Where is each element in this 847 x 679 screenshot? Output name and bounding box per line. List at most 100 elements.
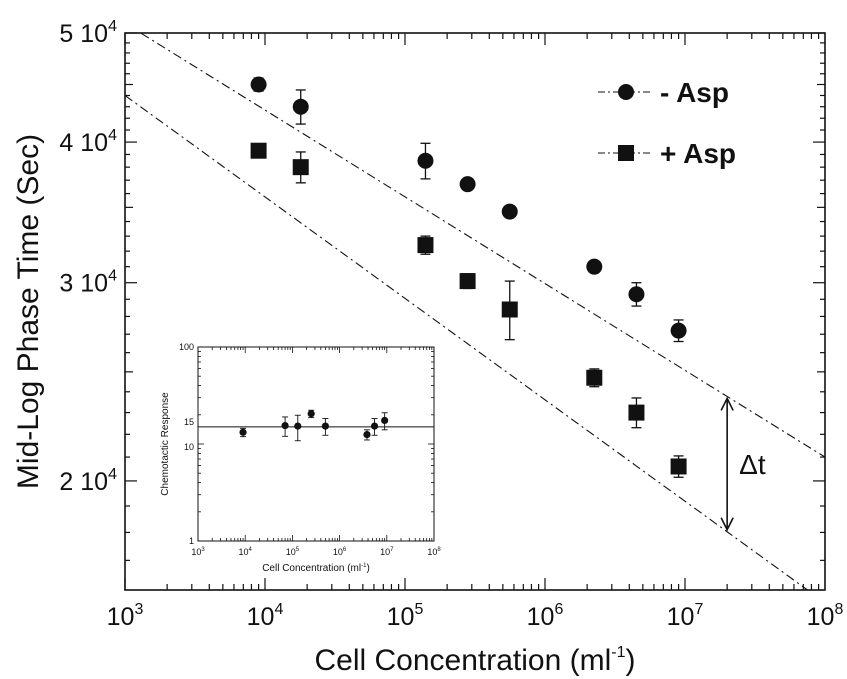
x-tick-label: 108 — [807, 601, 844, 631]
inset-x-tick-exp: 6 — [343, 547, 347, 553]
x-tick-label: 104 — [247, 601, 284, 631]
y-tick-label-exp: 4 — [108, 127, 117, 144]
y-tick-label-exp: 4 — [108, 268, 117, 285]
x-tick-label-base: 10 — [667, 603, 695, 631]
x-tick-label: 106 — [527, 601, 564, 631]
data-point-minus-asp — [292, 98, 309, 115]
x-axis-title-tail: ) — [626, 644, 636, 677]
inset-data-point — [370, 422, 379, 430]
legend-marker-square — [618, 145, 634, 161]
data-point-minus-asp — [459, 176, 476, 193]
inset-x-tick-label: 107 — [380, 547, 394, 557]
inset-data-point — [381, 416, 389, 425]
inset-x-axis-title-tail: ) — [366, 563, 369, 574]
x-tick-label-exp: 8 — [834, 601, 843, 618]
x-tick-label-base: 10 — [807, 603, 835, 631]
inset-x-tick-label: 108 — [427, 547, 441, 557]
inset-x-tick-exp: 4 — [249, 547, 253, 553]
data-point-plus-asp — [501, 301, 518, 318]
data-point-minus-asp — [586, 258, 603, 275]
y-tick-label-exp: 4 — [108, 466, 117, 483]
inset-data-point — [281, 421, 289, 430]
x-tick-label-exp: 6 — [554, 601, 563, 618]
inset-data-point — [321, 422, 329, 430]
y-tick-label: 5 104 — [59, 18, 117, 48]
inset-data-point — [307, 410, 315, 418]
x-tick-label-base: 10 — [387, 603, 415, 631]
inset-x-tick-exp: 7 — [390, 547, 394, 553]
inset-x-tick-base: 10 — [239, 547, 249, 557]
plot-frame — [124, 32, 826, 591]
y-tick-label: 3 104 — [59, 268, 117, 298]
x-tick-label-base: 10 — [107, 603, 135, 631]
x-tick-label: 105 — [387, 601, 424, 631]
legend-marker-circle — [618, 84, 634, 100]
data-point-plus-asp — [459, 273, 476, 290]
delta-arrow-head-bottom — [720, 517, 734, 532]
inset-x-tick-exp: 3 — [201, 547, 205, 553]
fit-line-plus-asp — [125, 95, 808, 590]
y-tick-label-base: 3 10 — [59, 270, 108, 298]
inset-x-tick-label: 103 — [191, 547, 205, 557]
inset-x-tick-base: 10 — [286, 547, 296, 557]
data-point-plus-asp — [417, 237, 434, 254]
y-tick-label-base: 4 10 — [59, 129, 108, 157]
legend-label: - Asp — [660, 77, 729, 108]
inset-x-tick-label: 104 — [239, 547, 253, 557]
inset-x-tick-base: 10 — [380, 547, 390, 557]
x-tick-label-base: 10 — [527, 603, 555, 631]
data-point-plus-asp — [670, 458, 687, 475]
inset-x-axis-title-sup: -1 — [361, 563, 367, 569]
inset-x-tick-base: 10 — [191, 547, 201, 557]
inset-y-tick-label: 100 — [179, 342, 194, 352]
inset-x-axis-title: Cell Concentration (ml-1) — [262, 563, 370, 574]
x-tick-label-exp: 5 — [414, 601, 423, 618]
x-axis-title: Cell Concentration (ml-1) — [314, 644, 635, 677]
data-point-minus-asp — [670, 322, 687, 339]
inset-y-tick-label: 1 — [189, 536, 194, 546]
fit-line-minus-asp — [139, 33, 825, 458]
inset-x-tick-base: 10 — [427, 547, 437, 557]
inset-x-axis-title-main: Cell Concentration (ml — [262, 563, 361, 574]
inset-x-tick-exp: 8 — [437, 547, 441, 553]
inset-y-axis-title: Chemotactic Response — [160, 392, 171, 496]
x-tick-label: 103 — [107, 601, 144, 631]
data-point-minus-asp — [628, 286, 645, 303]
data-point-plus-asp — [250, 142, 267, 159]
data-point-minus-asp — [250, 76, 267, 93]
x-axis-title-main: Cell Concentration (ml — [314, 644, 611, 677]
data-point-minus-asp — [501, 203, 518, 220]
y-tick-label: 4 104 — [59, 127, 117, 157]
delta-arrow-head-top — [720, 396, 734, 411]
inset-data-point — [363, 430, 371, 439]
y-tick-label-exp: 4 — [108, 18, 117, 35]
y-axis-title: Mid-Log Phase Time (Sec) — [12, 134, 45, 489]
inset-data-point — [294, 422, 302, 430]
x-axis-title-sup: -1 — [611, 644, 625, 661]
x-tick-label-exp: 3 — [134, 601, 143, 618]
inset-x-tick-label: 105 — [286, 547, 300, 557]
y-tick-label: 2 104 — [59, 466, 117, 496]
inset-y-tick-label: 10 — [184, 442, 194, 452]
data-point-plus-asp — [586, 369, 603, 386]
inset-background — [156, 339, 444, 573]
data-point-plus-asp — [292, 159, 309, 176]
legend-label: + Asp — [660, 138, 736, 169]
data-point-minus-asp — [417, 152, 434, 169]
y-tick-label-base: 2 10 — [59, 468, 108, 496]
inset-x-tick-base: 10 — [333, 547, 343, 557]
data-point-plus-asp — [628, 404, 645, 421]
inset-data-point — [239, 428, 247, 436]
inset-y-tick-label: 15 — [184, 417, 194, 427]
x-tick-label-base: 10 — [247, 603, 275, 631]
delta-t-label: Δt — [739, 449, 766, 480]
inset-x-tick-label: 106 — [333, 547, 347, 557]
x-tick-label-exp: 4 — [274, 601, 283, 618]
x-tick-label-exp: 7 — [694, 601, 703, 618]
inset-x-tick-exp: 5 — [296, 547, 300, 553]
x-tick-label: 107 — [667, 601, 704, 631]
y-tick-label-base: 5 10 — [59, 20, 108, 48]
